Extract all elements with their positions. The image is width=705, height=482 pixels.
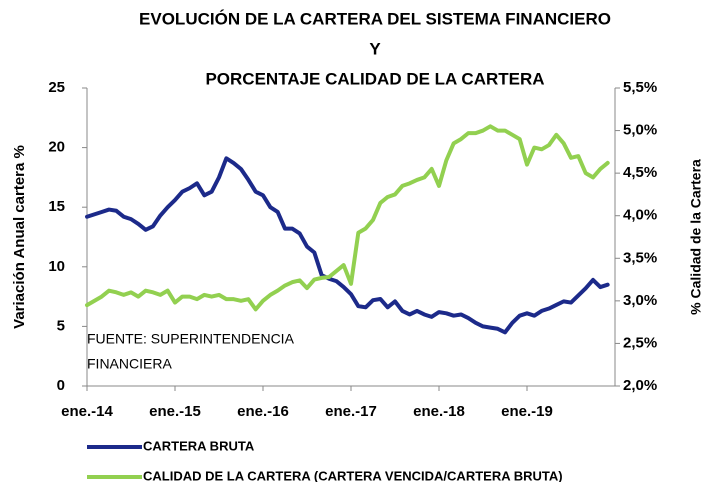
y-tick-label: 15 — [48, 198, 65, 215]
chart-title: EVOLUCIÓN DE LA CARTERA DEL SISTEMA FINA… — [139, 9, 611, 28]
y-tick-label: 25 — [48, 79, 65, 96]
legend-label: CALIDAD DE LA CARTERA (CARTERA VENCIDA/C… — [143, 468, 563, 482]
series-line — [85, 124, 610, 312]
annotation: FINANCIERA — [87, 356, 172, 372]
y2-tick-label: 4,5% — [623, 164, 657, 181]
y2-tick-label: 5,5% — [623, 79, 657, 96]
y-tick-label: 5 — [57, 317, 65, 334]
chart-title: PORCENTAJE CALIDAD DE LA CARTERA — [205, 69, 544, 88]
x-tick-label: ene.-16 — [237, 403, 289, 420]
x-tick-label: ene.-17 — [325, 403, 377, 420]
y2-tick-label: 3,5% — [623, 249, 657, 266]
y2-tick-label: 5,0% — [623, 122, 657, 139]
x-tick-label: ene.-15 — [149, 403, 201, 420]
y-tick-label: 10 — [48, 258, 65, 275]
series-line — [85, 156, 610, 335]
annotation: FUENTE: SUPERINTENDENCIA — [87, 331, 295, 347]
y2-tick-label: 2,5% — [623, 334, 657, 351]
x-tick-label: ene.-18 — [413, 403, 465, 420]
chart-title: Y — [369, 39, 381, 58]
y-tick-label: 0 — [57, 377, 65, 394]
legend-label: CARTERA BRUTA — [143, 438, 255, 453]
y2-tick-label: 4,0% — [623, 207, 657, 224]
x-tick-label: ene.-14 — [61, 403, 113, 420]
y-axis-label: Variación Anual cartera % — [11, 145, 28, 329]
x-tick-label: ene.-19 — [501, 403, 553, 420]
y2-tick-label: 2,0% — [623, 377, 657, 394]
y-tick-label: 20 — [48, 139, 65, 156]
y2-tick-label: 3,0% — [623, 292, 657, 309]
y2-axis-label: % Calidad de la Cartera — [688, 159, 704, 315]
